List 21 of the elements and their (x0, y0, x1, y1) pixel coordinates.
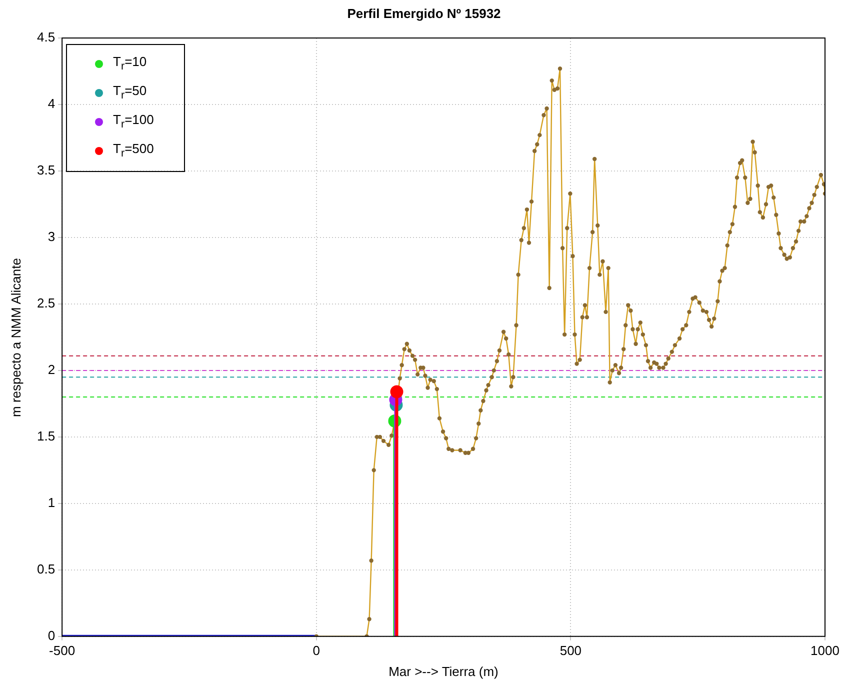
y-tick-label: 0 (48, 628, 56, 643)
y-tick-label: 0.5 (36, 561, 56, 576)
y-tick-label: 2.5 (36, 296, 56, 311)
y-tick-label: 3 (48, 229, 56, 244)
x-tick-label: 0 (312, 642, 320, 658)
x-axis-title: Mar >--> Tierra (m) (388, 664, 500, 679)
chart-title: Perfil Emergido Nº 15932 (346, 6, 502, 21)
y-tick-label: 4.5 (36, 30, 56, 45)
y-tick-label: 1 (48, 495, 56, 510)
y-tick-label: 2 (48, 362, 56, 378)
legend-label: T$_{r}$=50 (113, 83, 147, 102)
y-tick-label: 4 (48, 96, 56, 112)
y-axis-title: m respecto a NMM Alicante (8, 257, 24, 419)
x-tick-label: 1000 (810, 642, 840, 658)
y-tick-label: 3.5 (36, 162, 56, 178)
y-tick-label: 1.5 (36, 428, 56, 444)
x-tick-label: -500 (49, 642, 76, 658)
legend-label: T$_{r}$=10 (113, 54, 147, 73)
x-tick-label: 500 (560, 642, 582, 658)
legend-label: T$_{r}$=500 (113, 141, 154, 160)
legend-label: T$_{r}$=100 (113, 112, 154, 131)
